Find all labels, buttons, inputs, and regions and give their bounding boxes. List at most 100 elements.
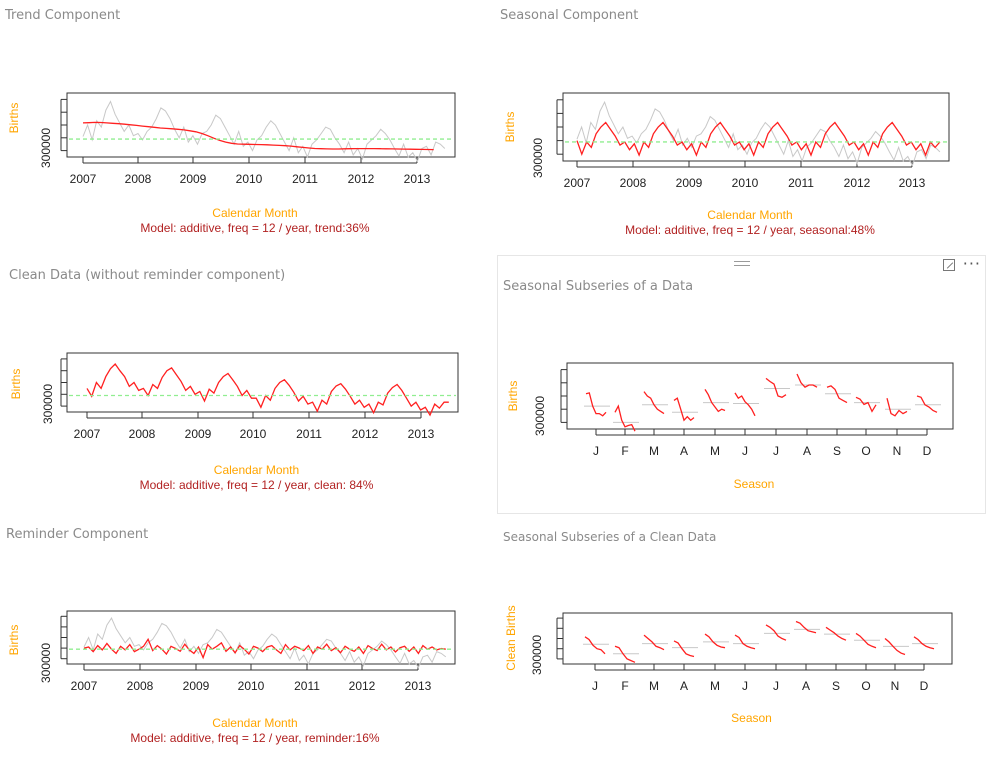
x-tick-label: 2009	[185, 427, 212, 441]
x-tick-label: D	[920, 679, 929, 693]
subseries-clean-chart: 300000 Clean Births J F M A M J J A S O N D Season	[504, 605, 953, 725]
plot-frame	[562, 92, 950, 162]
x-tick-label: 2011	[292, 172, 318, 186]
month-subseries-line	[734, 634, 756, 650]
tile-title: Trend Component	[5, 8, 121, 23]
x-axis-label: Season	[734, 477, 775, 491]
visual-header: ···	[498, 254, 985, 276]
month-subseries-line	[765, 624, 787, 641]
x-tick-label: N	[891, 679, 900, 693]
tile-seasonal-subseries-clean[interactable]: Seasonal Subseries of a Clean Data 30000…	[496, 520, 986, 763]
model-label: Model: additive, freq = 12 / year, seaso…	[625, 223, 875, 237]
raw-series-line	[576, 100, 941, 167]
x-tick-label: 2011	[788, 176, 814, 190]
month-subseries-line	[913, 636, 935, 650]
x-tick-label: J	[593, 444, 599, 458]
month-subseries-line	[673, 397, 695, 422]
x-tick-label: 2012	[352, 427, 379, 441]
model-label: Model: additive, freq = 12 / year, trend…	[140, 221, 369, 235]
x-tick-label: D	[923, 444, 932, 458]
x-tick-label: 2010	[238, 679, 265, 693]
y-axis-label: Births	[9, 369, 23, 400]
x-tick-label: 2007	[70, 172, 97, 186]
x-tick-label: M	[649, 679, 659, 693]
tile-title: Seasonal Subseries of a Data	[503, 279, 694, 294]
month-subseries-line	[855, 396, 877, 413]
x-tick-label: M	[710, 444, 720, 458]
month-subseries-line	[826, 385, 848, 404]
x-tick-label: O	[861, 444, 870, 458]
tile-reminder-component[interactable]: Reminder Component 300000 Births 2007 2008 2…	[0, 520, 490, 763]
x-tick-label: 2013	[899, 176, 926, 190]
x-axis-label: Calendar Month	[707, 208, 792, 222]
x-tick-label: 2012	[349, 679, 376, 693]
x-tick-label: 2009	[183, 679, 210, 693]
plot-frame	[66, 92, 456, 158]
month-subseries-line	[643, 634, 665, 651]
focus-mode-icon[interactable]	[943, 259, 955, 271]
x-tick-label: 2007	[74, 427, 101, 441]
month-subseries-line	[614, 645, 636, 663]
y-axis-label: Births	[7, 625, 21, 656]
trend-series-line	[82, 121, 434, 151]
x-tick-label: N	[893, 444, 902, 458]
x-tick-label: 2008	[127, 679, 154, 693]
x-tick-label: J	[742, 679, 748, 693]
y-tick-label: 300000	[39, 643, 53, 683]
month-subseries-line	[614, 404, 636, 432]
month-subseries-line	[825, 626, 847, 641]
plot-frame	[566, 362, 954, 430]
clean-series-line	[86, 362, 449, 417]
month-subseries-line	[855, 632, 877, 649]
month-subseries-line	[916, 395, 938, 413]
tile-trend-component[interactable]: Trend Component 300000 Births 2007 2008 2009…	[0, 0, 490, 250]
x-tick-label: 2010	[240, 427, 267, 441]
y-axis-label: Clean Births	[504, 605, 518, 670]
x-tick-label: 2009	[676, 176, 703, 190]
y-tick-label: 300000	[530, 635, 544, 675]
tile-clean-data[interactable]: Clean Data (without reminder component) …	[0, 258, 490, 514]
tile-title: Seasonal Subseries of a Clean Data	[503, 530, 717, 544]
month-subseries-line	[884, 638, 906, 656]
month-subseries-line	[765, 377, 787, 399]
x-tick-label: 2008	[125, 172, 152, 186]
month-subseries-line	[704, 633, 726, 649]
drag-handle-icon[interactable]	[733, 261, 750, 266]
x-tick-label: 2009	[180, 172, 207, 186]
month-subseries-line	[704, 389, 726, 413]
x-tick-label: M	[710, 679, 720, 693]
y-axis-label: Births	[7, 103, 21, 134]
x-tick-label: O	[861, 679, 870, 693]
model-label: Model: additive, freq = 12 / year, clean…	[140, 478, 374, 492]
x-tick-label: 2011	[294, 679, 320, 693]
x-axis-label: Season	[731, 711, 772, 725]
x-tick-label: S	[833, 444, 841, 458]
x-tick-label: S	[832, 679, 840, 693]
more-options-icon[interactable]: ···	[962, 254, 981, 273]
x-tick-label: 2011	[296, 427, 322, 441]
x-tick-label: F	[621, 679, 628, 693]
raw-series-line	[83, 617, 447, 669]
x-tick-label: A	[680, 444, 688, 458]
x-tick-label: 2013	[405, 679, 432, 693]
month-subseries-line	[734, 392, 756, 417]
month-subseries-line	[886, 398, 908, 417]
tile-seasonal-subseries[interactable]: ··· Seasonal Subseries of a Data 300000 B…	[497, 254, 986, 514]
month-subseries-line	[795, 620, 817, 634]
x-tick-label: A	[680, 679, 688, 693]
trend-chart: 300000 Births 2007 2008 2009 2010 2011 2012 2013…	[7, 92, 456, 235]
subseries-chart: 300000 Births J F M A M J J A S O N D Season	[506, 362, 954, 491]
tile-title: Clean Data (without reminder component)	[9, 268, 286, 283]
y-tick-label: 300000	[39, 128, 53, 168]
clean-chart: 300000 Births 2007 2008 2009 2010 2011 2012 2013…	[9, 352, 459, 492]
y-tick-label: 300000	[531, 138, 545, 178]
x-tick-label: 2010	[236, 172, 263, 186]
x-tick-label: 2008	[129, 427, 156, 441]
month-subseries-line	[796, 373, 818, 389]
month-subseries-line	[585, 392, 607, 417]
x-tick-label: J	[773, 679, 779, 693]
x-tick-label: F	[621, 444, 628, 458]
x-tick-label: 2007	[71, 679, 98, 693]
tile-seasonal-component[interactable]: Seasonal Component 300000 Births 2007 2008 2…	[496, 0, 986, 250]
raw-series-line	[82, 100, 446, 163]
